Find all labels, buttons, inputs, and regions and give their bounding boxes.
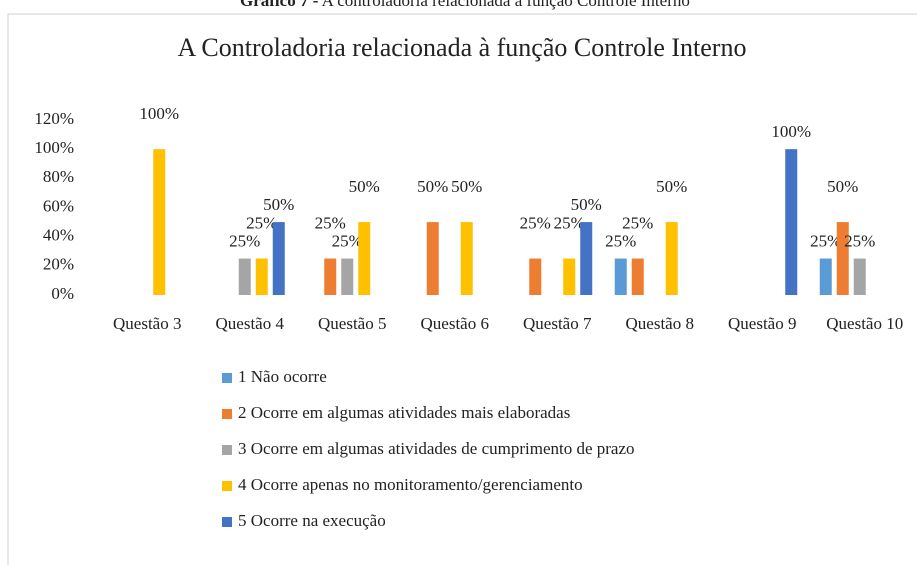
bar [153, 149, 166, 295]
data-label: 50% [827, 177, 858, 196]
caption-label: Gráfico 7 - [240, 0, 319, 10]
x-tick-label: Questão 4 [216, 314, 285, 333]
data-label: 25% [622, 213, 653, 232]
legend-label: 2 Ocorre em algumas atividades mais elab… [238, 403, 570, 422]
bar [853, 258, 866, 295]
legend-swatch [222, 517, 232, 527]
y-tick-label: 60% [43, 196, 74, 215]
data-label: 25% [229, 231, 260, 250]
data-label: 25% [315, 213, 346, 232]
x-tick-label: Questão 3 [113, 314, 181, 333]
legend-swatch [222, 409, 232, 419]
data-label: 25% [844, 231, 875, 250]
y-tick-label: 120% [34, 109, 74, 128]
data-label: 100% [771, 122, 811, 141]
data-label: 100% [139, 104, 179, 123]
x-tick-label: Questão 8 [626, 314, 694, 333]
x-tick-label: Questão 6 [421, 314, 489, 333]
bar [460, 222, 473, 295]
bar [614, 258, 627, 295]
data-label: 50% [417, 177, 448, 196]
caption-text: A controladoria relacionada à função Con… [322, 0, 690, 10]
bar [255, 258, 268, 295]
bar [529, 258, 542, 295]
data-label: 50% [263, 195, 294, 214]
bar [426, 222, 439, 295]
legend-label: 4 Ocorre apenas no monitoramento/gerenci… [238, 475, 583, 494]
chart-title: A Controladoria relacionada à função Con… [178, 33, 747, 62]
y-tick-label: 80% [43, 167, 74, 186]
legend-swatch [222, 481, 232, 491]
x-tick-label: Questão 9 [728, 314, 796, 333]
data-label: 25% [332, 231, 363, 250]
bar [341, 258, 354, 295]
bar [785, 149, 798, 295]
bar [819, 258, 832, 295]
bar [665, 222, 678, 295]
data-label: 50% [571, 195, 602, 214]
y-tick-label: 0% [51, 284, 74, 303]
legend-label: 3 Ocorre em algumas atividades de cumpri… [238, 439, 635, 458]
legend-swatch [222, 373, 232, 383]
bar [272, 222, 285, 295]
x-tick-label: Questão 10 [826, 314, 903, 333]
y-tick-label: 20% [43, 255, 74, 274]
legend-swatch [222, 445, 232, 455]
bar [358, 222, 371, 295]
y-tick-label: 100% [34, 138, 74, 157]
bar [580, 222, 593, 295]
figure-caption: Gráfico 7 - A controladoria relacionada … [240, 0, 690, 10]
bar [563, 258, 576, 295]
data-label: 50% [451, 177, 482, 196]
data-label: 25% [810, 231, 841, 250]
data-label: 50% [349, 177, 380, 196]
bar [631, 258, 644, 295]
data-label: 25% [554, 213, 585, 232]
data-label: 25% [605, 231, 636, 250]
legend-label: 5 Ocorre na execução [238, 511, 386, 530]
bar [836, 222, 849, 295]
data-label: 25% [520, 213, 551, 232]
bar [324, 258, 337, 295]
bar [238, 258, 251, 295]
data-label: 25% [246, 213, 277, 232]
legend-label: 1 Não ocorre [238, 367, 327, 386]
data-label: 50% [656, 177, 687, 196]
x-tick-label: Questão 5 [318, 314, 386, 333]
y-tick-label: 40% [43, 226, 74, 245]
x-tick-label: Questão 7 [523, 314, 592, 333]
